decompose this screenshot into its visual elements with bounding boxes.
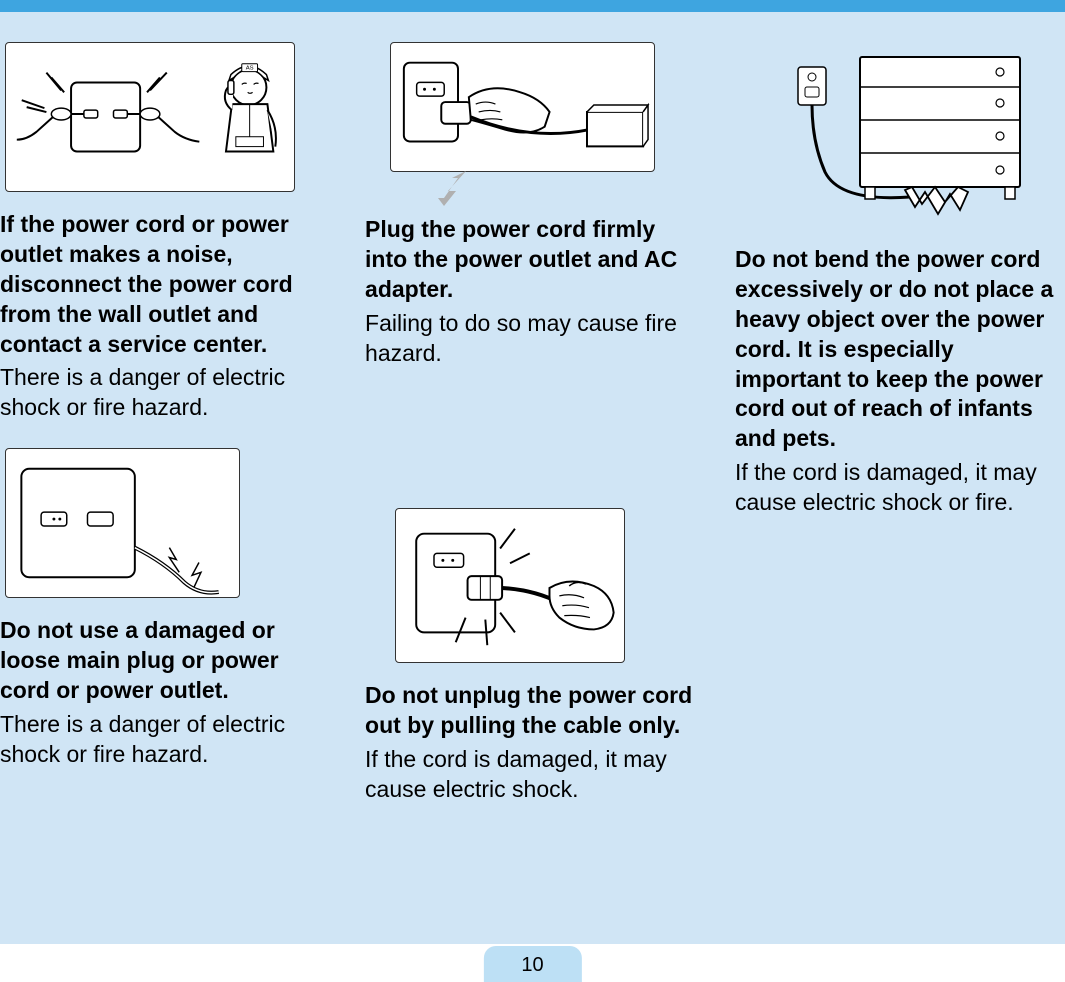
content-area: AS If the power cord or power outlet mak…: [0, 12, 1065, 944]
illustration-cord-under-furniture: [790, 42, 1030, 227]
top-bar: [0, 0, 1065, 12]
body-2: Failing to do so may cause fire hazard.: [365, 309, 695, 369]
heading-4: Do not use a damaged or loose main plug …: [0, 616, 325, 706]
body-1: There is a danger of electric shock or f…: [0, 363, 325, 423]
heading-2: Plug the power cord firmly into the powe…: [365, 215, 695, 305]
body-3: If the cord is damaged, it may cause ele…: [735, 458, 1065, 518]
illustration-noise-call-service: AS: [5, 42, 295, 192]
illustration-do-not-pull-cable: [395, 508, 625, 663]
illustration-damaged-plug: [5, 448, 240, 598]
heading-1: If the power cord or power outlet makes …: [0, 210, 325, 359]
page-number-container: 10: [483, 946, 581, 982]
text-block-4: Do not use a damaged or loose main plug …: [0, 616, 325, 769]
body-5: If the cord is damaged, it may cause ele…: [365, 745, 695, 805]
column-3: Do not bend the power cord excessively o…: [735, 42, 1065, 944]
page-number: 10: [521, 954, 543, 976]
text-block-2: Plug the power cord firmly into the powe…: [365, 215, 695, 368]
body-4: There is a danger of electric shock or f…: [0, 710, 325, 770]
column-2: Plug the power cord firmly into the powe…: [365, 42, 695, 944]
heading-3: Do not bend the power cord excessively o…: [735, 245, 1065, 454]
text-block-5: Do not unplug the power cord out by pull…: [365, 681, 695, 805]
column-1: AS If the power cord or power outlet mak…: [0, 42, 325, 944]
text-block-1: If the power cord or power outlet makes …: [0, 210, 325, 423]
text-block-3: Do not bend the power cord excessively o…: [735, 245, 1065, 518]
illustration-plug-firmly: [390, 42, 655, 172]
svg-text:AS: AS: [246, 66, 254, 72]
heading-5: Do not unplug the power cord out by pull…: [365, 681, 695, 741]
